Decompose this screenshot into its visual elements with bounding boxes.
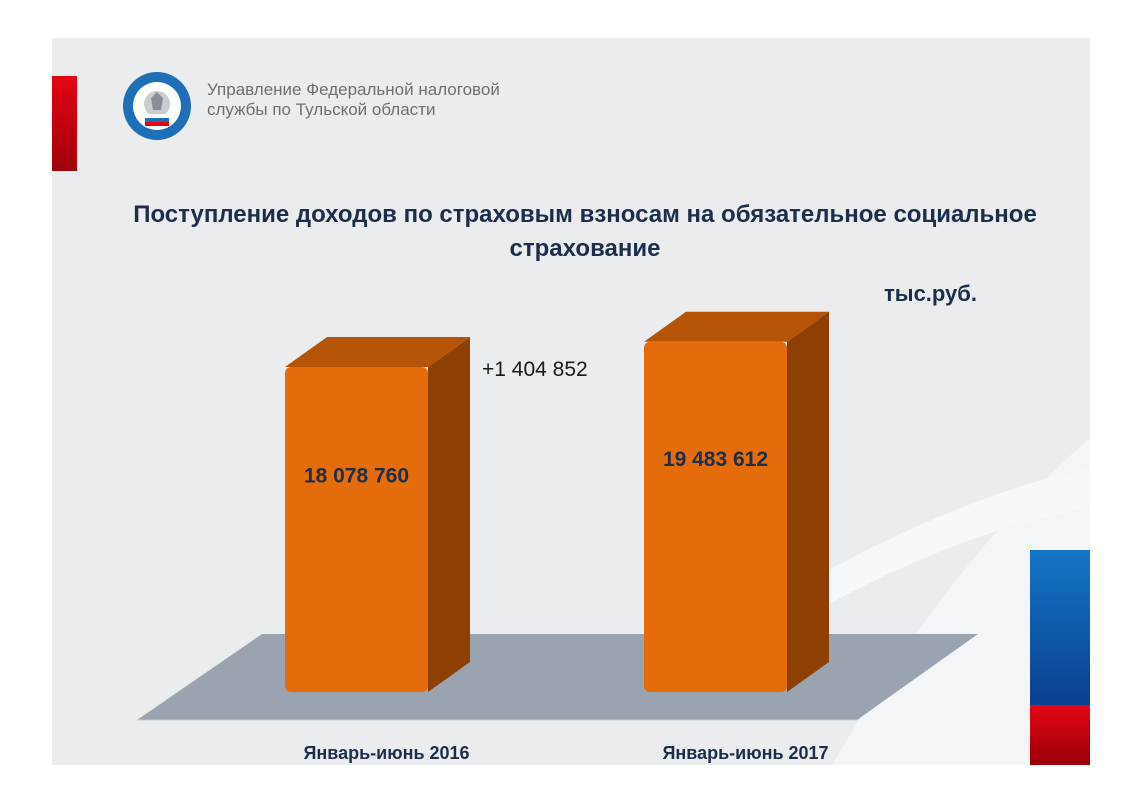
chart-title: Поступление доходов по страховым взносам… — [133, 201, 1037, 262]
bar-front-face — [285, 367, 428, 692]
bar-group: 18 078 760 19 483 612 — [285, 311, 829, 692]
bar-value-label: 18 078 760 — [304, 464, 409, 487]
bar-2: 19 483 612 — [644, 311, 829, 692]
organization-name: Управление Федеральной налоговой службы … — [207, 80, 500, 120]
unit-label: тыс.руб. — [884, 281, 977, 306]
chart-floor — [137, 634, 978, 720]
category-label: Январь-июнь 2017 — [662, 743, 828, 763]
flag-red-stripe — [1030, 705, 1090, 765]
bar-side-face — [787, 311, 829, 692]
bar-top-face — [644, 311, 829, 342]
difference-annotation: +1 404 852 — [482, 358, 588, 381]
bar-1: 18 078 760 — [285, 337, 470, 692]
org-name-line-1: Управление Федеральной налоговой — [207, 80, 500, 99]
bar-side-face — [428, 337, 470, 692]
red-accent-tab — [52, 76, 77, 171]
bar-front-face — [644, 341, 787, 692]
bar-top-face — [285, 337, 470, 367]
org-name-line-2: службы по Тульской области — [207, 100, 436, 119]
category-label: Январь-июнь 2016 — [303, 743, 469, 763]
bar-value-label: 19 483 612 — [663, 448, 768, 471]
flag-blue-stripe — [1030, 550, 1090, 705]
tax-service-logo — [121, 70, 193, 142]
